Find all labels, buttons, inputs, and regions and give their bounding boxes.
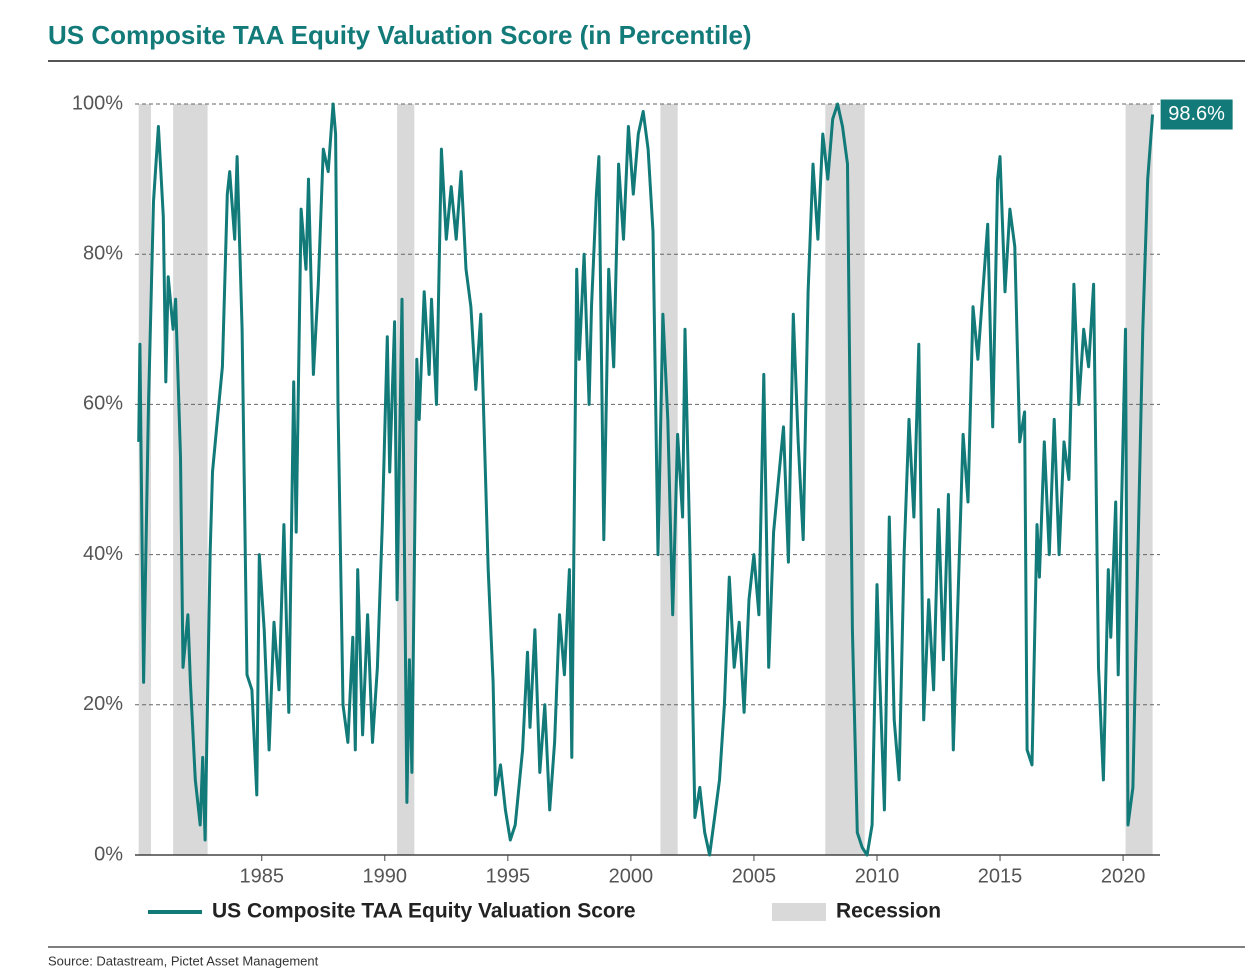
legend-label: Recession xyxy=(836,900,941,923)
x-tick-label: 2005 xyxy=(732,865,777,887)
y-tick-label: 100% xyxy=(72,92,123,114)
chart-title: US Composite TAA Equity Valuation Score … xyxy=(48,20,752,50)
y-tick-label: 60% xyxy=(83,393,123,415)
y-tick-label: 20% xyxy=(83,693,123,715)
x-tick-label: 2020 xyxy=(1101,865,1146,887)
recession-band xyxy=(825,104,865,855)
recession-band xyxy=(138,104,151,855)
plot-area: 0% 20% 40% 60% 80% 100% 1985 1990 1995 2000 2005 20… xyxy=(72,92,1233,923)
legend-recession-swatch xyxy=(772,903,826,921)
x-tick-label: 2000 xyxy=(609,865,654,887)
source: Source: Datastream, Pictet Asset Managem… xyxy=(48,953,319,968)
recession-band xyxy=(173,104,208,855)
x-tick-label: 1995 xyxy=(486,865,531,887)
x-tick-label: 2010 xyxy=(855,865,900,887)
x-tick-label: 1990 xyxy=(363,865,408,887)
annotation-box xyxy=(1160,99,1233,130)
annotation: 98.6% xyxy=(1168,103,1225,125)
y-tick-label: 0% xyxy=(94,843,123,865)
x-tick-label: 1985 xyxy=(239,865,284,887)
y-tick-label: 40% xyxy=(83,543,123,565)
x-tick-label: 2015 xyxy=(978,865,1023,887)
series-line xyxy=(137,102,1155,857)
legend-label: US Composite TAA Equity Valuation Score xyxy=(212,900,636,923)
y-tick-label: 80% xyxy=(83,242,123,264)
